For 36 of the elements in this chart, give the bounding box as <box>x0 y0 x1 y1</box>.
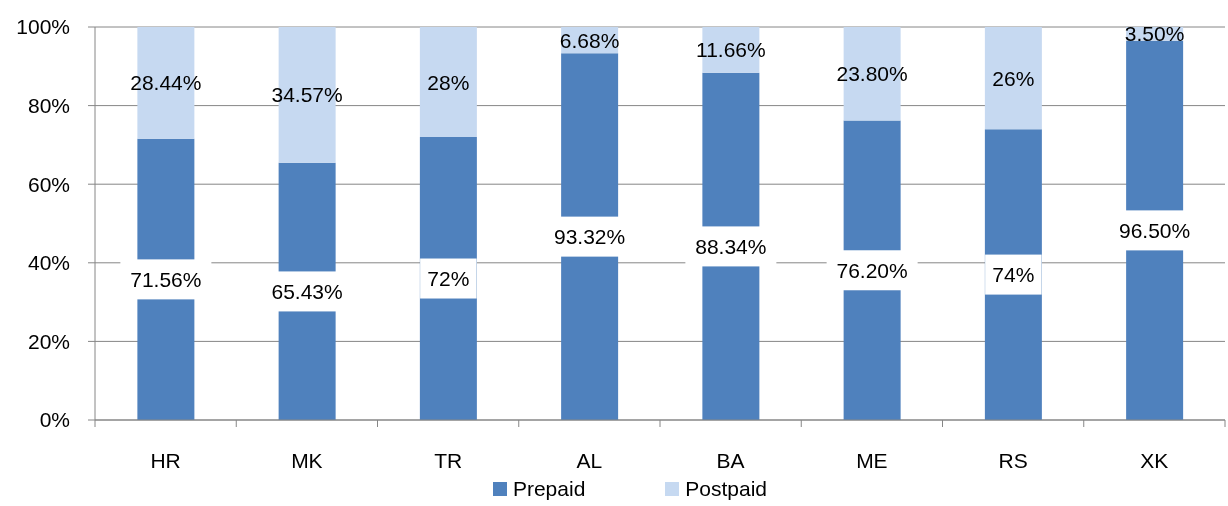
legend-label: Prepaid <box>512 476 586 502</box>
x-tick-label: TR <box>434 449 463 472</box>
x-tick-label: ME <box>856 449 888 472</box>
data-label: 11.66% <box>696 38 766 62</box>
data-label: 34.57% <box>271 83 343 107</box>
data-label: 93.32% <box>554 225 626 249</box>
y-tick-label: 20% <box>27 329 70 353</box>
data-label: 72% <box>427 267 470 291</box>
y-tick-label: 80% <box>27 94 70 118</box>
x-tick-label: XK <box>1140 449 1169 472</box>
data-label: 26% <box>992 66 1035 90</box>
y-tick-label: 100% <box>16 15 70 39</box>
bar <box>984 129 1042 420</box>
x-tick-label: RS <box>998 449 1028 472</box>
data-label: 76.20% <box>836 258 908 282</box>
legend-label: Postpaid <box>685 476 768 502</box>
data-label: 28% <box>427 70 470 94</box>
bar <box>419 137 477 420</box>
bar <box>984 27 1042 130</box>
x-tick-label: BA <box>716 449 745 472</box>
x-tick-label: AL <box>576 449 603 472</box>
data-label: 23.80% <box>836 62 908 86</box>
data-label: 3.50% <box>1124 22 1185 46</box>
data-label: 96.50% <box>1119 218 1191 242</box>
data-label: 71.56% <box>130 267 202 291</box>
data-label: 65.43% <box>271 279 343 303</box>
data-label: 88.34% <box>695 234 767 258</box>
y-tick-label: 60% <box>27 172 70 196</box>
y-tick-label: 40% <box>27 251 70 275</box>
bar <box>419 27 477 138</box>
data-label: 6.68% <box>559 28 620 52</box>
y-tick-label: 0% <box>39 408 70 432</box>
x-tick-label: MK <box>291 449 323 472</box>
x-tick-label: HR <box>150 449 181 472</box>
data-label: 28.44% <box>130 71 202 95</box>
data-label: 74% <box>992 263 1035 287</box>
